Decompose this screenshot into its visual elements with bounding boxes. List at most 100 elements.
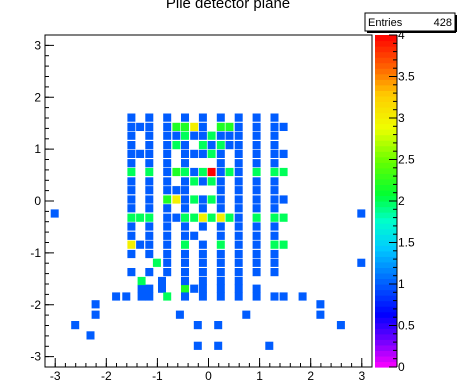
x-tick-label: 1 (256, 369, 263, 383)
histogram-cell (270, 240, 279, 249)
histogram-cell (216, 222, 225, 231)
histogram-cell (198, 276, 207, 286)
x-tick-label: -3 (50, 369, 61, 383)
color-scale-segment (375, 112, 397, 119)
histogram-cell (172, 195, 181, 204)
histogram-cell (234, 292, 243, 301)
histogram-cell (127, 113, 136, 122)
histogram-cell (234, 249, 243, 259)
color-scale-segment (375, 134, 397, 141)
color-scale-segment (375, 284, 397, 291)
histogram-cell (216, 268, 225, 277)
histogram-cell (207, 195, 216, 204)
histogram-cell (163, 222, 172, 231)
histogram-cell (207, 141, 216, 150)
color-scale-tick-label: 0 (398, 360, 405, 374)
histogram-cell (145, 213, 154, 222)
color-scale-segment (375, 267, 397, 274)
histogram-cell (216, 122, 225, 131)
color-scale-segment (375, 261, 397, 268)
histogram-cell (181, 276, 189, 286)
histogram-cell (270, 149, 279, 158)
histogram-cell (50, 209, 59, 218)
histogram-cell (225, 167, 234, 177)
color-scale-segment (375, 68, 397, 75)
histogram-cell (91, 310, 100, 319)
histogram-cell (357, 258, 366, 267)
histogram-cell (127, 159, 136, 168)
color-scale-segment (375, 40, 397, 47)
histogram-cell (145, 249, 154, 259)
histogram-cell (234, 159, 243, 168)
histogram-cell (234, 222, 243, 231)
color-scale-segment (375, 201, 397, 208)
y-tick-label: -2 (30, 298, 41, 312)
histogram-cell (163, 122, 172, 131)
color-scale-axis: 0 0.5 1 1.5 2 2.5 3 3.5 4 (389, 28, 415, 374)
histogram-cell (252, 113, 261, 122)
histogram-cell (216, 276, 225, 286)
histogram-cell (270, 292, 279, 301)
histogram-cell (234, 258, 243, 267)
color-scale-segment (375, 140, 397, 147)
color-scale-segment (375, 278, 397, 285)
histogram-cell (145, 231, 154, 240)
y-tick-label: 1 (34, 142, 41, 156)
color-scale-segment (375, 46, 397, 53)
histogram-cell (270, 204, 279, 213)
histogram-cell (198, 268, 207, 277)
histogram-cell (198, 213, 207, 222)
histogram-cell (145, 167, 154, 177)
histogram-cell (225, 131, 234, 140)
histogram-cell (225, 141, 234, 150)
histogram-cell (234, 177, 243, 186)
histogram-cell (127, 222, 136, 231)
histogram-cell (216, 167, 225, 177)
histogram-cell (252, 186, 261, 195)
histogram-cell (145, 149, 154, 158)
histogram-cell (270, 141, 279, 150)
histogram-cell (252, 131, 261, 140)
histogram-cell (190, 177, 199, 186)
histogram-cell (190, 195, 199, 204)
color-scale-segment (375, 223, 397, 230)
histogram-cell (270, 195, 279, 204)
color-scale-segment (375, 156, 397, 163)
histogram-cell (225, 213, 234, 222)
histogram-cell (181, 231, 189, 240)
histogram-cell (145, 186, 154, 195)
histogram-cell (181, 122, 189, 131)
color-scale-segment (375, 355, 397, 363)
histogram-cell (127, 204, 136, 213)
histogram-cell (279, 213, 288, 222)
color-scale-segment (375, 234, 397, 241)
histogram-cell (145, 113, 154, 122)
color-scale-tick-label: 3 (398, 111, 405, 125)
color-scale-segment (375, 339, 397, 346)
histogram-cell (270, 186, 279, 195)
color-scale-segment (375, 178, 397, 185)
histogram-cell (234, 122, 243, 131)
histogram-cell (216, 213, 225, 222)
histogram-cell (207, 177, 216, 186)
stats-box: Entries 428 (364, 12, 457, 33)
color-scale-segment (375, 101, 397, 108)
histogram-cell (234, 204, 243, 213)
histogram-cell (181, 195, 189, 204)
y-tick-label: -1 (30, 246, 41, 260)
histogram-cell (136, 122, 145, 131)
histogram-cell (181, 167, 189, 177)
histogram-cell (252, 231, 261, 240)
histogram-cell (181, 159, 189, 168)
histogram-cell (234, 268, 243, 277)
histogram-cell (216, 204, 225, 213)
histogram-cell (252, 204, 261, 213)
color-scale-segment (375, 184, 397, 191)
histogram-cell (234, 186, 243, 195)
histogram-cell (181, 141, 189, 150)
color-scale-segment (375, 250, 397, 257)
histogram-cell (163, 204, 172, 213)
histogram-cell (242, 310, 251, 319)
histogram-cell (193, 321, 202, 330)
histogram-cell (198, 122, 207, 131)
